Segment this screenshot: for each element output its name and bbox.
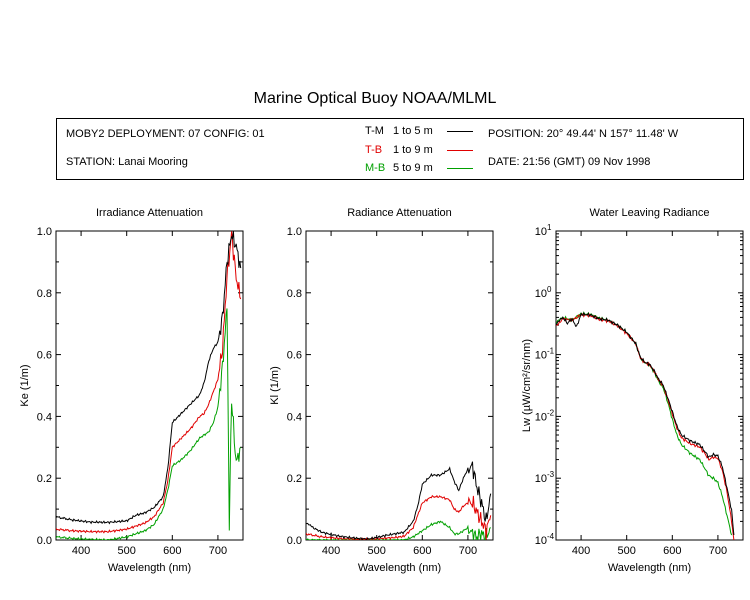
water-leaving-series-t-m xyxy=(556,311,735,536)
y-tick-label: 0.0 xyxy=(287,535,302,547)
irradiance-series-t-m xyxy=(56,231,242,525)
radiance-chart-title: Radiance Attenuation xyxy=(347,207,452,219)
legend-line-t-b xyxy=(447,150,473,151)
radiance-y-axis-label: Kl (1/m) xyxy=(269,366,281,405)
x-tick-label: 400 xyxy=(322,545,340,557)
water-leaving-series-t-b xyxy=(556,313,735,540)
x-tick-label: 500 xyxy=(368,545,386,557)
irradiance-x-axis-label: Wavelength (nm) xyxy=(108,562,191,574)
x-tick-label: 600 xyxy=(163,545,181,557)
irradiance-chart: Irradiance Attenuation 400 500 600 700 0.0 0.2… xyxy=(19,207,244,574)
legend-range-t-m: 1 to 5 m xyxy=(393,125,433,137)
irradiance-plot-frame xyxy=(55,230,244,541)
station-text: STATION: Lanai Mooring xyxy=(66,156,188,168)
y-tick-label: 0.6 xyxy=(37,350,52,362)
legend-range-m-b: 5 to 9 m xyxy=(393,162,433,174)
radiance-chart: Radiance Attenuation 400 500 600 700 0.0 0.2 0.… xyxy=(269,207,494,574)
y-tick-label: 10 xyxy=(535,288,547,300)
irradiance-y-axis-label: Ke (1/m) xyxy=(19,364,31,406)
x-tick-label: 700 xyxy=(459,545,477,557)
deployment-text: MOBY2 DEPLOYMENT: 07 CONFIG: 01 xyxy=(66,128,265,140)
y-tick-label: 0.8 xyxy=(287,288,302,300)
y-tick-label: 0.0 xyxy=(37,535,52,547)
water-leaving-y-axis-label: Lw (µW/cm²/sr/nm) xyxy=(521,339,533,432)
legend-name-t-m: T-M xyxy=(365,125,384,137)
legend-range-t-b: 1 to 9 m xyxy=(393,144,433,156)
y-tick-label: 0.2 xyxy=(37,473,52,485)
legend-line-t-m xyxy=(447,131,473,132)
page-title: Marine Optical Buoy NOAA/MLML xyxy=(253,90,497,107)
radiance-series-t-b xyxy=(306,494,492,540)
legend-line-m-b xyxy=(447,168,473,169)
y-tick-exponent: -3 xyxy=(547,470,555,479)
deployment-info-box: MOBY2 DEPLOYMENT: 07 CONFIG: 01 STATION:… xyxy=(56,118,744,180)
y-tick-label: 0.4 xyxy=(287,411,302,423)
x-tick-label: 700 xyxy=(209,545,227,557)
date-text: DATE: 21:56 (GMT) 09 Nov 1998 xyxy=(488,156,651,168)
x-tick-label: 700 xyxy=(709,545,727,557)
radiance-x-axis-label: Wavelength (nm) xyxy=(358,562,441,574)
y-tick-exponent: -2 xyxy=(547,408,555,417)
radiance-series-m-b xyxy=(306,520,491,540)
legend-name-t-b: T-B xyxy=(365,144,383,156)
water-leaving-chart-title: Water Leaving Radiance xyxy=(589,207,709,219)
x-tick-label: 500 xyxy=(618,545,636,557)
x-tick-label: 400 xyxy=(72,545,90,557)
x-tick-label: 500 xyxy=(118,545,136,557)
y-tick-label: 1.0 xyxy=(37,226,52,238)
y-tick-label: 10 xyxy=(535,411,547,423)
radiance-series-t-m xyxy=(306,461,492,540)
y-tick-exponent: 1 xyxy=(547,223,552,232)
water-leaving-plot-frame xyxy=(555,230,744,541)
position-text: POSITION: 20° 49.44' N 157° 11.48' W xyxy=(488,128,679,140)
y-tick-label: 10 xyxy=(535,226,547,238)
y-tick-label: 0.8 xyxy=(37,288,52,300)
y-tick-label: 0.4 xyxy=(37,411,52,423)
y-tick-exponent: -1 xyxy=(547,347,555,356)
irradiance-chart-title: Irradiance Attenuation xyxy=(96,207,203,219)
y-tick-label: 10 xyxy=(535,473,547,485)
x-tick-label: 600 xyxy=(663,545,681,557)
y-tick-exponent: -4 xyxy=(547,532,555,541)
y-tick-label: 10 xyxy=(535,535,547,547)
water-leaving-x-axis-label: Wavelength (nm) xyxy=(608,562,691,574)
irradiance-series-m-b xyxy=(56,308,242,540)
y-tick-label: 10 xyxy=(535,350,547,362)
irradiance-series-t-b xyxy=(56,231,242,534)
x-tick-label: 600 xyxy=(413,545,431,557)
legend-name-m-b: M-B xyxy=(365,162,386,174)
y-tick-label: 0.6 xyxy=(287,350,302,362)
radiance-plot-frame xyxy=(305,230,494,541)
y-tick-label: 0.2 xyxy=(287,473,302,485)
water-leaving-series-m-b xyxy=(556,311,733,536)
x-tick-label: 400 xyxy=(572,545,590,557)
y-tick-label: 1.0 xyxy=(287,226,302,238)
y-tick-exponent: 0 xyxy=(547,285,552,294)
